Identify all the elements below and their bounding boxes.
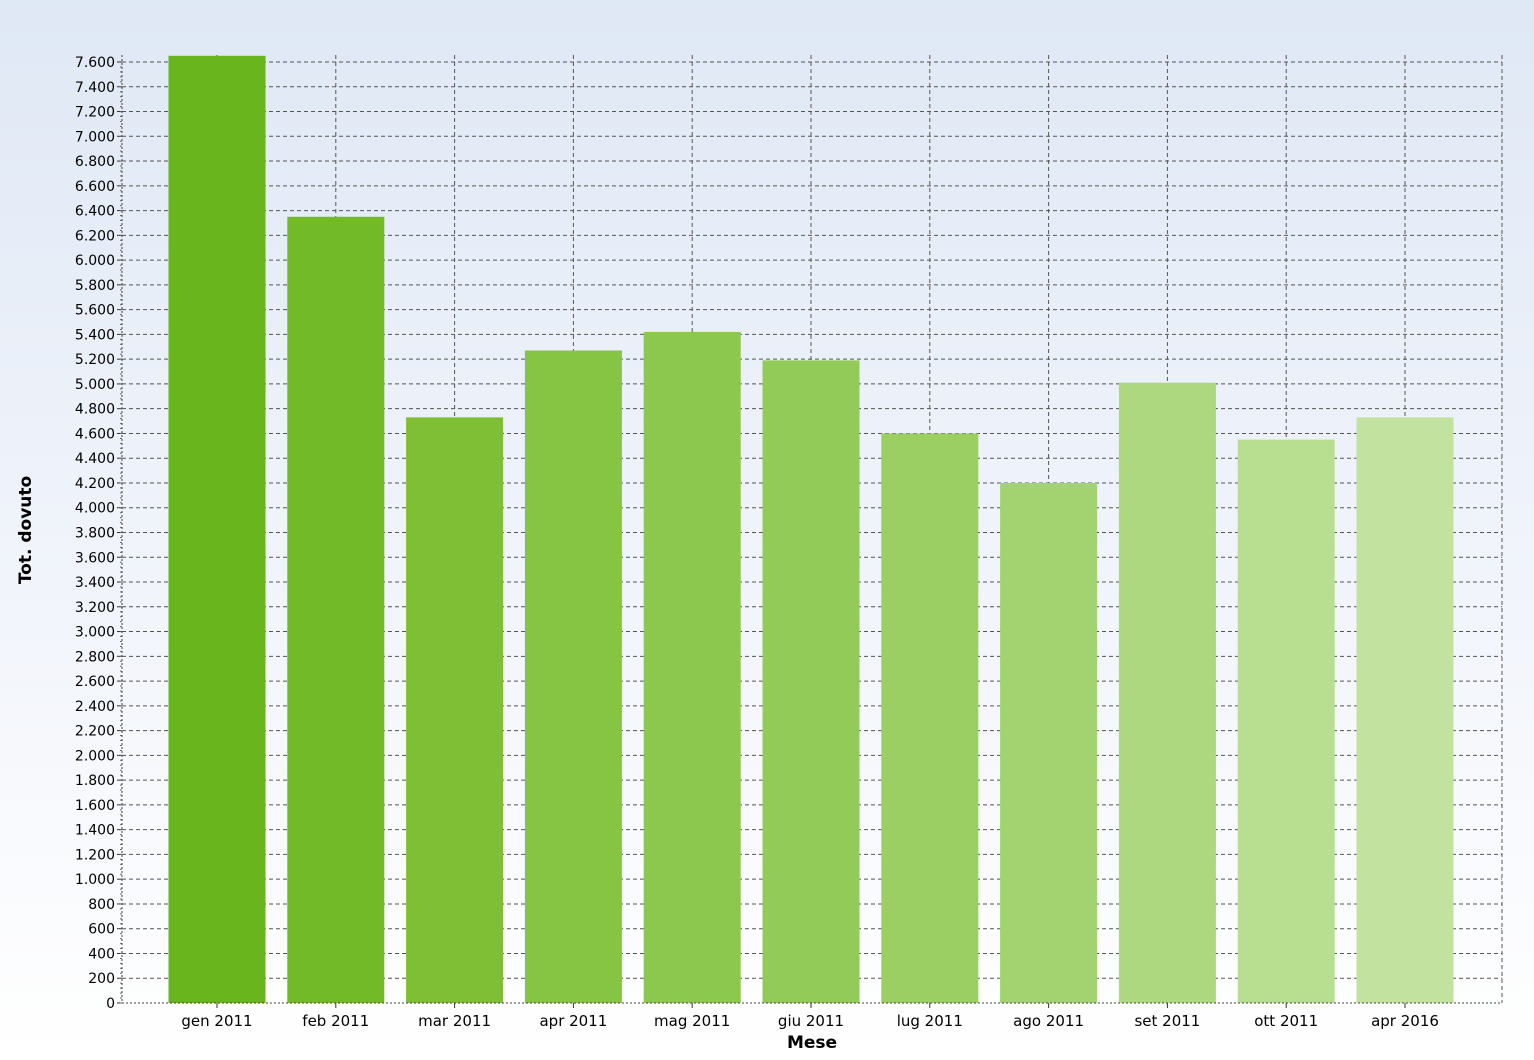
bar-ott-2011 [1237, 439, 1335, 1003]
y-tick-label: 1.200 [75, 847, 115, 863]
y-tick-label: 2.400 [75, 699, 115, 715]
y-tick-label: 5.000 [75, 377, 115, 393]
y-tick-label: 600 [88, 922, 115, 938]
y-tick-label: 200 [88, 971, 115, 987]
bar-mag-2011 [643, 331, 741, 1003]
x-tick-label: feb 2011 [302, 1012, 369, 1030]
x-tick-label: lug 2011 [897, 1012, 963, 1030]
y-tick-label: 7.400 [75, 80, 115, 96]
y-tick-label: 5.600 [75, 303, 115, 319]
y-tick-label: 6.800 [75, 154, 115, 170]
y-tick-label: 1.600 [75, 798, 115, 814]
y-tick-label: 6.600 [75, 179, 115, 195]
y-tick-label: 400 [88, 946, 115, 962]
x-tick-label: set 2011 [1134, 1012, 1200, 1030]
x-tick-label: mar 2011 [418, 1012, 491, 1030]
y-tick-label: 5.800 [75, 278, 115, 294]
y-tick-label: 4.600 [75, 426, 115, 442]
x-tick-label: gen 2011 [181, 1012, 252, 1030]
x-tick-label: mag 2011 [654, 1012, 730, 1030]
y-tick-label: 3.000 [75, 625, 115, 641]
y-tick-label: 4.800 [75, 402, 115, 418]
y-tick-label: 2.200 [75, 724, 115, 740]
bar-giu-2011 [762, 360, 860, 1003]
bar-gen-2011 [168, 55, 266, 1004]
x-axis-label: Mese [787, 1033, 837, 1053]
y-tick-label: 4.200 [75, 476, 115, 492]
y-tick-label: 7.600 [75, 55, 115, 71]
y-tick-label: 3.200 [75, 600, 115, 616]
y-tick-label: 7.200 [75, 105, 115, 121]
y-tick-label: 5.400 [75, 327, 115, 343]
bar-feb-2011 [287, 216, 385, 1004]
axes: 0 200 400 600 800 1.000 1.200 1.400 1.600 1.800 2.… [75, 55, 1502, 1030]
x-tick-label: apr 2016 [1371, 1012, 1439, 1030]
y-tick-label: 1.400 [75, 823, 115, 839]
y-tick-label: 3.600 [75, 550, 115, 566]
x-tick-label: giu 2011 [778, 1012, 844, 1030]
x-tick-label: ott 2011 [1254, 1012, 1318, 1030]
y-tick-label: 2.800 [75, 649, 115, 665]
y-tick-label: 2.600 [75, 674, 115, 690]
y-tick-label: 0 [106, 996, 115, 1012]
bars [168, 55, 1454, 1004]
bar-ago-2011 [1000, 482, 1098, 1003]
bar-apr-2011 [524, 350, 622, 1003]
x-tick-label: ago 2011 [1013, 1012, 1084, 1030]
y-tick-label: 5.200 [75, 352, 115, 368]
bar-mar-2011 [406, 417, 504, 1003]
bar-lug-2011 [881, 433, 979, 1003]
y-tick-label: 800 [88, 897, 115, 913]
x-tick-label: apr 2011 [539, 1012, 607, 1030]
y-tick-label: 1.800 [75, 773, 115, 789]
y-tick-label: 1.000 [75, 872, 115, 888]
y-tick-label: 2.000 [75, 748, 115, 764]
y-tick-label: 3.800 [75, 526, 115, 542]
y-tick-label: 3.400 [75, 575, 115, 591]
y-tick-label: 6.400 [75, 204, 115, 220]
y-tick-label: 7.000 [75, 129, 115, 145]
y-tick-label: 4.000 [75, 501, 115, 517]
bar-set-2011 [1118, 382, 1216, 1004]
y-tick-label: 6.000 [75, 253, 115, 269]
bar-apr-2016 [1356, 417, 1454, 1003]
y-tick-label: 6.200 [75, 228, 115, 244]
y-tick-label: 4.400 [75, 451, 115, 467]
y-axis-label: Tot. dovuto [16, 476, 36, 584]
